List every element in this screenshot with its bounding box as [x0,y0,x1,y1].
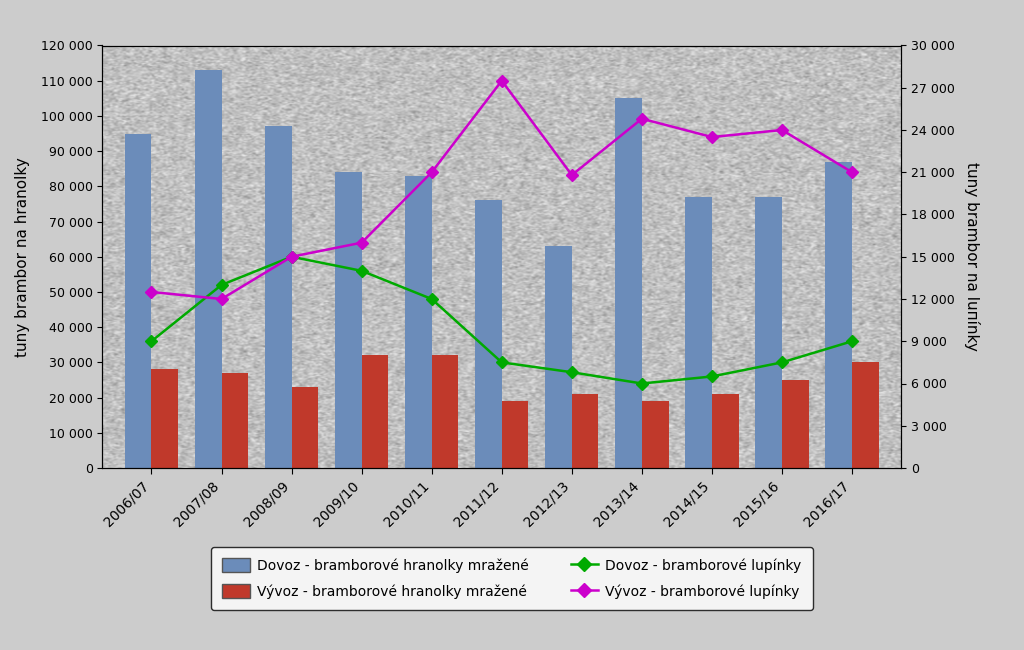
Bar [825,162,852,468]
Bar [475,200,502,468]
Bar [335,172,361,468]
Legend: Dovoz - bramborové hranolky mražené, Vývoz - bramborové hranolky mražené, Dovoz : Dovoz - bramborové hranolky mražené, Výv… [211,547,813,610]
Bar [125,133,152,468]
Bar [432,356,459,468]
Y-axis label: tuny brambor na luпínky: tuny brambor na luпínky [964,162,980,351]
Bar [502,401,528,468]
Bar [406,176,432,468]
Bar [361,356,388,468]
Bar [685,197,712,468]
Bar [782,380,809,468]
Bar [852,362,879,468]
Bar [265,127,292,468]
Bar [221,373,248,468]
Bar [545,246,571,468]
Bar [292,387,318,468]
Bar [195,70,221,468]
Bar [615,98,642,468]
Bar [712,394,738,468]
Bar [756,197,782,468]
Bar [642,401,669,468]
Bar [571,394,598,468]
Y-axis label: tuny brambor na hranolky: tuny brambor na hranolky [14,157,30,357]
Bar [152,369,178,468]
